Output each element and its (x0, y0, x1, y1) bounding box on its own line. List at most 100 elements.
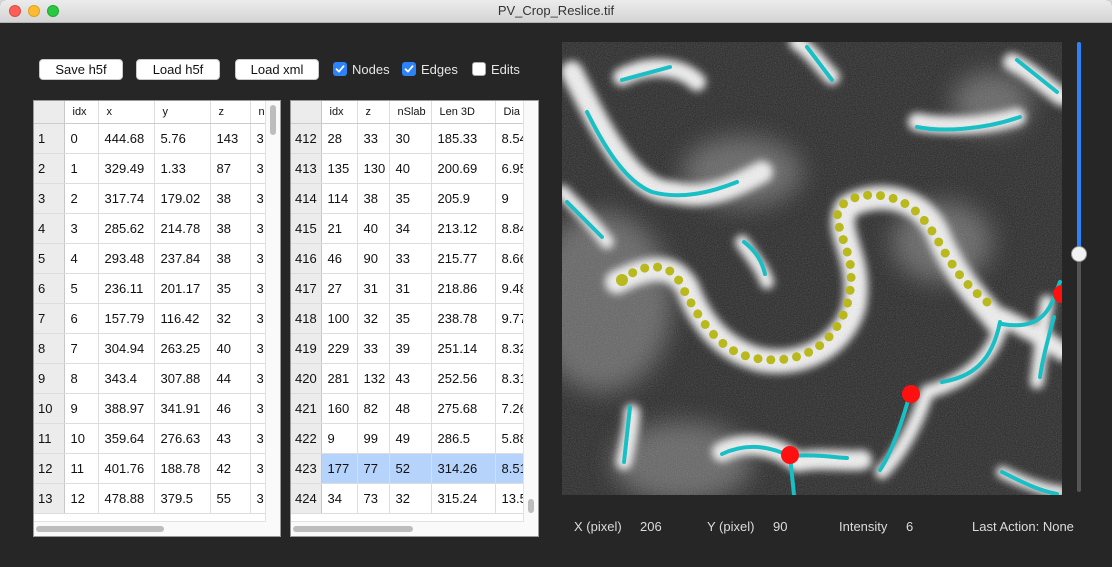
table-cell[interactable]: 90 (357, 243, 390, 274)
table-cell[interactable]: 132 (357, 363, 390, 394)
table-cell[interactable]: 21 (321, 213, 358, 244)
table-cell[interactable]: 359.64 (98, 423, 155, 454)
table-cell[interactable]: 315.24 (431, 483, 496, 514)
table-cell[interactable]: 8.51 (495, 453, 525, 484)
table-row[interactable]: 4 3 285.62 214.78 38 3 (34, 213, 267, 244)
table-cell[interactable]: 35 (389, 183, 432, 214)
table-row[interactable]: 10 9 388.97 341.91 46 3 (34, 393, 267, 424)
edges-column-header[interactable]: Dia (495, 101, 525, 124)
row-header[interactable]: 12 (34, 453, 65, 484)
table-cell[interactable]: 304.94 (98, 333, 155, 364)
save-h5f-button[interactable]: Save h5f (39, 59, 123, 80)
table-cell[interactable]: 34 (321, 483, 358, 514)
zoom-window-button[interactable] (47, 5, 59, 17)
nodes-table-horizontal-scrollbar[interactable] (34, 521, 266, 536)
edges-column-header[interactable] (291, 101, 322, 124)
table-row[interactable]: 7 6 157.79 116.42 32 3 (34, 303, 267, 334)
table-cell[interactable]: 177 (321, 453, 358, 484)
row-header[interactable]: 412 (291, 123, 322, 154)
table-cell[interactable]: 3 (250, 213, 267, 244)
minimize-window-button[interactable] (28, 5, 40, 17)
row-header[interactable]: 3 (34, 183, 65, 214)
load-h5f-button[interactable]: Load h5f (136, 59, 220, 80)
table-cell[interactable]: 252.56 (431, 363, 496, 394)
row-header[interactable]: 7 (34, 303, 65, 334)
row-header[interactable]: 420 (291, 363, 322, 394)
nodes-column-header[interactable] (34, 101, 65, 124)
nodes-column-header[interactable]: idx (64, 101, 99, 124)
table-cell[interactable]: 52 (389, 453, 432, 484)
edges-table-vertical-scroll-thumb[interactable] (528, 499, 534, 513)
table-cell[interactable]: 188.78 (154, 453, 211, 484)
table-row[interactable]: 11 10 359.64 276.63 43 3 (34, 423, 267, 454)
row-header[interactable]: 418 (291, 303, 322, 334)
row-header[interactable]: 4 (34, 213, 65, 244)
edges-table-horizontal-scroll-thumb[interactable] (293, 526, 413, 532)
row-header[interactable]: 10 (34, 393, 65, 424)
table-row[interactable]: 12 11 401.76 188.78 42 3 (34, 453, 267, 484)
load-xml-button[interactable]: Load xml (235, 59, 319, 80)
row-header[interactable]: 6 (34, 273, 65, 304)
table-cell[interactable]: 388.97 (98, 393, 155, 424)
table-cell[interactable]: 8 (64, 363, 99, 394)
table-cell[interactable]: 281 (321, 363, 358, 394)
table-cell[interactable]: 4 (64, 243, 99, 274)
table-cell[interactable]: 35 (389, 303, 432, 334)
table-row[interactable]: 8 7 304.94 263.25 40 3 (34, 333, 267, 364)
table-cell[interactable]: 9.77 (495, 303, 525, 334)
table-cell[interactable]: 43 (210, 423, 251, 454)
table-cell[interactable]: 130 (357, 153, 390, 184)
table-cell[interactable]: 39 (389, 333, 432, 364)
row-header[interactable]: 1 (34, 123, 65, 154)
row-header[interactable]: 8 (34, 333, 65, 364)
table-cell[interactable]: 9.48 (495, 273, 525, 304)
table-cell[interactable]: 28 (321, 123, 358, 154)
table-cell[interactable]: 1.33 (154, 153, 211, 184)
table-cell[interactable]: 13.5 (495, 483, 525, 514)
row-header[interactable]: 413 (291, 153, 322, 184)
table-cell[interactable]: 0 (64, 123, 99, 154)
table-cell[interactable]: 116.42 (154, 303, 211, 334)
table-cell[interactable]: 31 (357, 273, 390, 304)
table-cell[interactable]: 285.62 (98, 213, 155, 244)
table-cell[interactable]: 160 (321, 393, 358, 424)
row-header[interactable]: 414 (291, 183, 322, 214)
table-cell[interactable]: 401.76 (98, 453, 155, 484)
nodes-table-horizontal-scroll-thumb[interactable] (36, 526, 164, 532)
table-cell[interactable]: 218.86 (431, 273, 496, 304)
table-cell[interactable]: 236.11 (98, 273, 155, 304)
table-row[interactable]: 414 114 38 35 205.9 9 (291, 183, 525, 214)
table-cell[interactable]: 7 (64, 333, 99, 364)
table-cell[interactable]: 215.77 (431, 243, 496, 274)
table-cell[interactable]: 314.26 (431, 453, 496, 484)
row-header[interactable]: 423 (291, 453, 322, 484)
table-cell[interactable]: 185.33 (431, 123, 496, 154)
table-cell[interactable]: 27 (321, 273, 358, 304)
edges-table-vertical-scrollbar[interactable] (523, 101, 538, 536)
table-cell[interactable]: 38 (210, 243, 251, 274)
nodes-column-header[interactable]: n (250, 101, 267, 124)
nodes-checkbox[interactable]: Nodes (333, 61, 390, 77)
table-cell[interactable]: 293.48 (98, 243, 155, 274)
image-canvas[interactable] (562, 42, 1062, 495)
table-row[interactable]: 13 12 478.88 379.5 55 3 (34, 483, 267, 514)
row-header[interactable]: 421 (291, 393, 322, 424)
table-cell[interactable]: 3 (250, 123, 267, 154)
row-header[interactable]: 2 (34, 153, 65, 184)
table-cell[interactable]: 205.9 (431, 183, 496, 214)
row-header[interactable]: 424 (291, 483, 322, 514)
table-cell[interactable]: 33 (389, 243, 432, 274)
table-cell[interactable]: 307.88 (154, 363, 211, 394)
table-cell[interactable]: 43 (389, 363, 432, 394)
table-cell[interactable]: 49 (389, 423, 432, 454)
slice-slider-track[interactable] (1077, 42, 1081, 492)
table-cell[interactable]: 3 (250, 243, 267, 274)
table-cell[interactable]: 40 (357, 213, 390, 244)
table-cell[interactable]: 379.5 (154, 483, 211, 514)
row-header[interactable]: 416 (291, 243, 322, 274)
table-cell[interactable]: 444.68 (98, 123, 155, 154)
table-cell[interactable]: 9 (64, 393, 99, 424)
